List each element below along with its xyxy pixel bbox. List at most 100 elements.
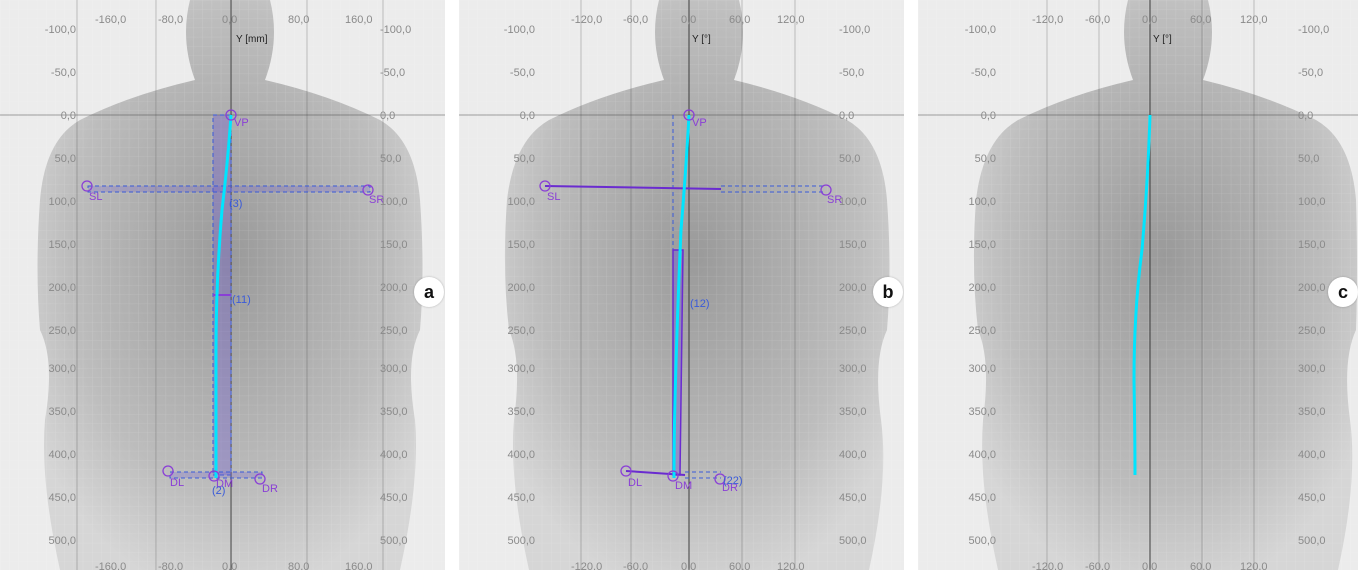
y-tick-labels-right: -100,0 -50,0 0,0 50,0 100,0 150,0 200,0 … <box>839 24 870 547</box>
x-tick-label: 60,0 <box>1190 14 1211 26</box>
y-tick-label: 250,0 <box>839 325 867 337</box>
landmark-sl <box>539 180 551 192</box>
y-tick-labels-right: -100,0 -50,0 0,0 50,0 100,0 150,0 200,0 … <box>1298 24 1329 547</box>
x-tick-label: -60,0 <box>623 561 648 570</box>
x-tick-label: 160,0 <box>345 561 373 570</box>
landmarks <box>539 109 832 485</box>
y-tick-label: 100,0 <box>380 196 408 208</box>
posture-panel-b: VP SL SR DL DM DR (12) (22) -120,0 -60,0… <box>459 0 904 570</box>
axis-label: Y [°] <box>692 34 711 45</box>
y-tick-label: 150,0 <box>48 239 76 251</box>
y-tick-label: 150,0 <box>380 239 408 251</box>
label-dm: DM <box>216 478 233 490</box>
landmark-sl <box>81 180 93 192</box>
y-tick-label: 50,0 <box>380 153 401 165</box>
panel-badge-a: a <box>414 277 444 307</box>
x-tick-label: 0,0 <box>222 14 237 26</box>
y-tick-label: 400,0 <box>48 449 76 461</box>
y-tick-label: 50,0 <box>55 153 76 165</box>
label-sl: SL <box>547 191 560 203</box>
panel-badge-b: b <box>873 277 903 307</box>
axis-label: Y [°] <box>1153 34 1172 45</box>
y-tick-label: 400,0 <box>507 449 535 461</box>
y-tick-label: 400,0 <box>968 449 996 461</box>
y-tick-labels-left: -100,0 -50,0 0,0 50,0 100,0 150,0 200,0 … <box>965 24 996 547</box>
label-sr: SR <box>827 194 842 206</box>
y-tick-label: -100,0 <box>380 24 411 36</box>
x-tick-label: -120,0 <box>1032 14 1063 26</box>
y-tick-label: -50,0 <box>51 67 76 79</box>
x-tick-label: 60,0 <box>729 561 750 570</box>
y-tick-label: 100,0 <box>48 196 76 208</box>
y-tick-labels-left: -100,0 -50,0 0,0 50,0 100,0 150,0 200,0 … <box>45 24 76 547</box>
y-tick-label: 450,0 <box>48 492 76 504</box>
y-tick-label: 0,0 <box>839 110 854 122</box>
x-tick-label: 80,0 <box>288 14 309 26</box>
y-tick-label: 250,0 <box>968 325 996 337</box>
landmark-dl <box>620 465 632 477</box>
y-tick-label: 500,0 <box>968 535 996 547</box>
y-tick-label: 0,0 <box>520 110 535 122</box>
label-dl: DL <box>170 477 184 489</box>
y-tick-label: 400,0 <box>839 449 867 461</box>
y-tick-label: 350,0 <box>380 406 408 418</box>
y-tick-label: -100,0 <box>504 24 535 36</box>
x-tick-label: -160,0 <box>95 14 126 26</box>
label-dm: DM <box>675 480 692 492</box>
panel-b-canvas: VP SL SR DL DM DR (12) (22) -120,0 -60,0… <box>459 0 904 570</box>
x-tick-label: 0,0 <box>1142 14 1157 26</box>
y-tick-label: 450,0 <box>507 492 535 504</box>
y-tick-label: 0,0 <box>981 110 996 122</box>
y-tick-label: 0,0 <box>380 110 395 122</box>
x-tick-labels: -120,0 -60,0 0,0 60,0 120,0 <box>571 14 805 26</box>
label-dr: DR <box>722 482 738 494</box>
x-tick-label: -80,0 <box>158 561 183 570</box>
x-tick-label: 120,0 <box>1240 561 1268 570</box>
y-tick-label: 150,0 <box>507 239 535 251</box>
x-tick-labels: -120,0 -60,0 0,0 60,0 120,0 <box>1032 14 1268 26</box>
y-tick-label: 0,0 <box>1298 110 1313 122</box>
y-tick-label: 300,0 <box>507 363 535 375</box>
x-tick-label: 60,0 <box>729 14 750 26</box>
landmark-dl <box>162 465 174 477</box>
x-tick-labels-bottom: -160,0 -80,0 0,0 80,0 160,0 <box>95 561 373 570</box>
y-tick-label: 200,0 <box>48 282 76 294</box>
y-tick-label: 250,0 <box>507 325 535 337</box>
landmark-dr <box>714 473 726 485</box>
y-tick-label: 500,0 <box>1298 535 1326 547</box>
label-dl: DL <box>628 477 642 489</box>
landmark-sr <box>362 184 374 196</box>
y-tick-label: 300,0 <box>839 363 867 375</box>
segment-label: (2) <box>212 485 225 497</box>
y-tick-label: 200,0 <box>1298 282 1326 294</box>
y-tick-label: 100,0 <box>507 196 535 208</box>
y-tick-label: 400,0 <box>380 449 408 461</box>
y-tick-label: -50,0 <box>1298 67 1323 79</box>
y-tick-label: 500,0 <box>507 535 535 547</box>
posture-panel-a: VP SL SR DL DM DR (3) (11) (2) -160,0 -8… <box>0 0 445 570</box>
x-tick-labels: -160,0 -80,0 0,0 80,0 160,0 <box>95 14 373 26</box>
y-tick-label: 100,0 <box>839 196 867 208</box>
y-tick-label: 100,0 <box>1298 196 1326 208</box>
x-tick-label: 60,0 <box>1190 561 1211 570</box>
y-tick-label: 250,0 <box>48 325 76 337</box>
y-tick-label: -50,0 <box>839 67 864 79</box>
y-tick-label: 500,0 <box>48 535 76 547</box>
spine-line <box>1132 114 1152 476</box>
y-tick-label: 300,0 <box>1298 363 1326 375</box>
y-tick-label: -100,0 <box>965 24 996 36</box>
y-tick-label: 300,0 <box>968 363 996 375</box>
y-tick-label: 450,0 <box>839 492 867 504</box>
landmark-dm <box>208 470 220 482</box>
x-tick-label: -80,0 <box>158 14 183 26</box>
label-dr: DR <box>262 483 278 495</box>
landmark-vp <box>225 109 237 121</box>
y-tick-label: 250,0 <box>380 325 408 337</box>
y-tick-label: 200,0 <box>380 282 408 294</box>
y-tick-label: 200,0 <box>507 282 535 294</box>
x-tick-label: -60,0 <box>1085 561 1110 570</box>
y-tick-label: 400,0 <box>1298 449 1326 461</box>
y-tick-label: 350,0 <box>1298 406 1326 418</box>
panel-c-canvas: -120,0 -60,0 0,0 60,0 120,0 -120,0 -60,0… <box>918 0 1358 570</box>
spine-line <box>672 114 691 479</box>
